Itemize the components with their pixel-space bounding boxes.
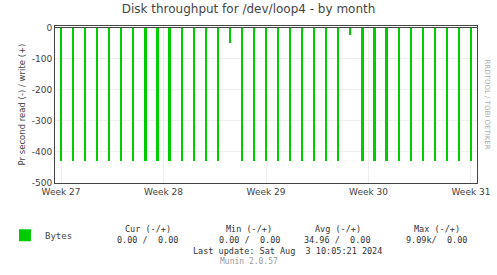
svg-text:Week 29: Week 29 (247, 187, 286, 197)
svg-text:Avg (-/+): Avg (-/+) (315, 224, 361, 234)
svg-text:-100: -100 (32, 54, 53, 64)
svg-text:34.96 / 0.00: 34.96 / 0.00 (304, 235, 371, 245)
svg-text:9.09k/ 0.00: 9.09k/ 0.00 (406, 235, 467, 245)
svg-text:RRDTOOL / TOBI OETIKER: RRDTOOL / TOBI OETIKER (483, 60, 491, 150)
svg-text:Min (-/+): Min (-/+) (226, 224, 272, 234)
svg-text:Pr second read (-) / write (+): Pr second read (-) / write (+) (17, 44, 27, 166)
svg-text:Week 31: Week 31 (451, 187, 490, 197)
svg-text:0.00 / 0.00: 0.00 / 0.00 (219, 235, 280, 245)
svg-text:Week 27: Week 27 (42, 187, 81, 197)
svg-text:Disk throughput for /dev/loop4: Disk throughput for /dev/loop4 - by mont… (122, 2, 376, 16)
svg-text:-400: -400 (32, 147, 53, 157)
svg-text:-200: -200 (32, 85, 53, 95)
svg-text:0.00 / 0.00: 0.00 / 0.00 (117, 235, 178, 245)
svg-text:Week 30: Week 30 (349, 187, 388, 197)
svg-text:Last update: Sat Aug 3 10:05:: Last update: Sat Aug 3 10:05:21 2024 (193, 246, 382, 256)
svg-text:0: 0 (46, 23, 52, 33)
svg-text:Cur (-/+): Cur (-/+) (125, 224, 171, 234)
svg-text:Munin 2.0.57: Munin 2.0.57 (220, 257, 278, 266)
svg-text:Week 28: Week 28 (144, 187, 183, 197)
svg-text:Bytes: Bytes (45, 231, 72, 241)
svg-text:Max (-/+): Max (-/+) (414, 224, 460, 234)
svg-text:-500: -500 (32, 178, 53, 188)
svg-text:-300: -300 (32, 116, 53, 126)
